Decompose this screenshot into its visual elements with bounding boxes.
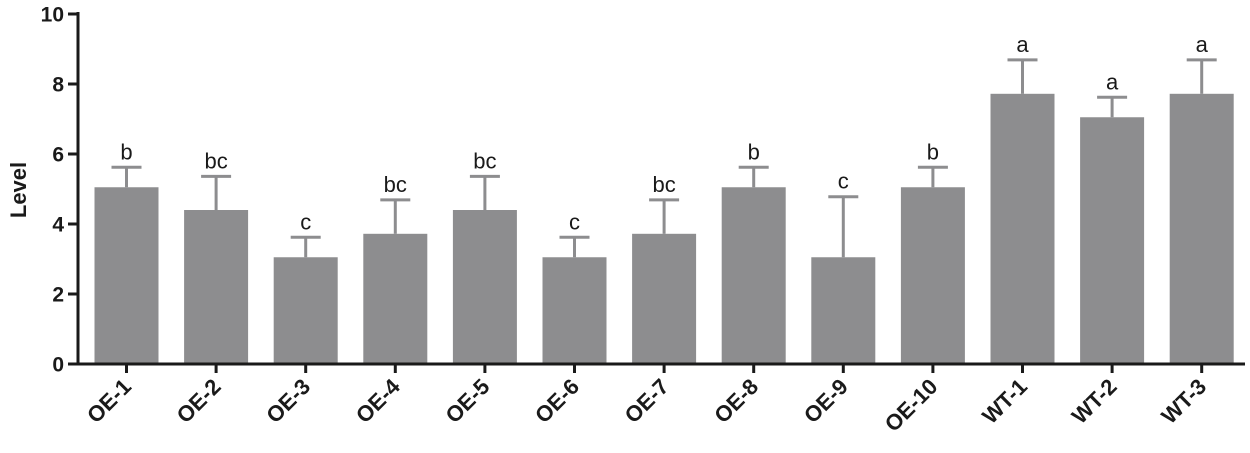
significance-label-oe-9: c <box>838 169 849 194</box>
error-bar-oe-8 <box>738 165 769 188</box>
significance-label-oe-7: bc <box>652 172 675 197</box>
x-tick-label-oe-5: OE-5 <box>440 374 494 428</box>
x-tick-label-oe-3: OE-3 <box>261 374 315 428</box>
x-tick-label-wt-3: WT-3 <box>1156 374 1211 429</box>
y-tick-label: 0 <box>52 354 64 377</box>
error-bar-oe-7 <box>649 198 680 234</box>
x-tick-label-oe-10: OE-10 <box>880 374 943 437</box>
bar-wt-3 <box>1169 93 1234 365</box>
error-bar-oe-1 <box>111 165 142 188</box>
y-tick-label: 6 <box>52 144 64 167</box>
bar-wt-1 <box>990 93 1055 365</box>
axes-layer <box>76 12 1245 366</box>
x-tick-label-oe-4: OE-4 <box>351 373 406 428</box>
bar-oe-8 <box>721 187 786 364</box>
significance-label-oe-2: bc <box>204 148 227 173</box>
y-tick-label: 8 <box>52 74 64 97</box>
error-bar-oe-2 <box>201 174 232 210</box>
x-tick-label-oe-6: OE-6 <box>530 374 584 428</box>
bar-oe-9 <box>811 257 876 364</box>
x-tick-label-wt-2: WT-2 <box>1067 374 1122 429</box>
y-ticks-layer: 0 2 4 6 8 10 <box>41 4 78 377</box>
error-bar-oe-3 <box>290 235 321 258</box>
bar-oe-6 <box>542 257 607 364</box>
x-ticks-layer: OE-1 OE-2 OE-3 OE-4 OE-5 OE-6 OE-7 OE-8 OE-9 OE-1… <box>82 364 1211 437</box>
bar-wt-2 <box>1080 117 1145 364</box>
x-tick-label-oe-1: OE-1 <box>82 374 136 428</box>
y-tick-label: 10 <box>41 4 64 27</box>
significance-label-oe-5: bc <box>473 148 496 173</box>
error-bar-oe-6 <box>559 235 590 258</box>
x-tick-label-oe-8: OE-8 <box>709 374 763 428</box>
bar-oe-4 <box>363 233 428 364</box>
significance-label-wt-3: a <box>1196 32 1209 57</box>
error-bars-layer <box>111 58 1217 258</box>
bar-oe-10 <box>900 187 965 364</box>
error-bar-wt-2 <box>1097 95 1128 118</box>
significance-label-oe-4: bc <box>384 172 407 197</box>
significance-label-oe-8: b <box>748 139 760 164</box>
bar-oe-3 <box>273 257 338 364</box>
bar-oe-5 <box>452 210 517 364</box>
error-bar-oe-5 <box>469 174 500 210</box>
bars-layer <box>94 93 1234 365</box>
bar-oe-2 <box>184 210 249 364</box>
x-tick-label-oe-7: OE-7 <box>620 374 674 428</box>
significance-label-oe-6: c <box>569 209 580 234</box>
significance-label-oe-1: b <box>120 139 132 164</box>
x-tick-label-wt-1: WT-1 <box>977 374 1032 429</box>
error-bar-wt-3 <box>1186 58 1217 94</box>
x-tick-label-oe-2: OE-2 <box>172 374 226 428</box>
x-tick-label-oe-9: OE-9 <box>799 374 853 428</box>
significance-label-wt-2: a <box>1106 69 1119 94</box>
y-tick-label: 2 <box>52 284 64 307</box>
significance-label-oe-10: b <box>927 139 939 164</box>
error-bar-oe-10 <box>917 165 948 188</box>
error-bar-oe-4 <box>380 198 411 234</box>
error-bar-wt-1 <box>1007 58 1038 94</box>
bar-oe-1 <box>94 187 159 364</box>
significance-label-wt-1: a <box>1016 32 1029 57</box>
y-axis-title: Level <box>6 162 31 218</box>
significance-label-oe-3: c <box>300 209 311 234</box>
y-tick-label: 4 <box>52 214 64 237</box>
bar-oe-7 <box>632 233 697 364</box>
error-bar-oe-9 <box>828 195 859 258</box>
